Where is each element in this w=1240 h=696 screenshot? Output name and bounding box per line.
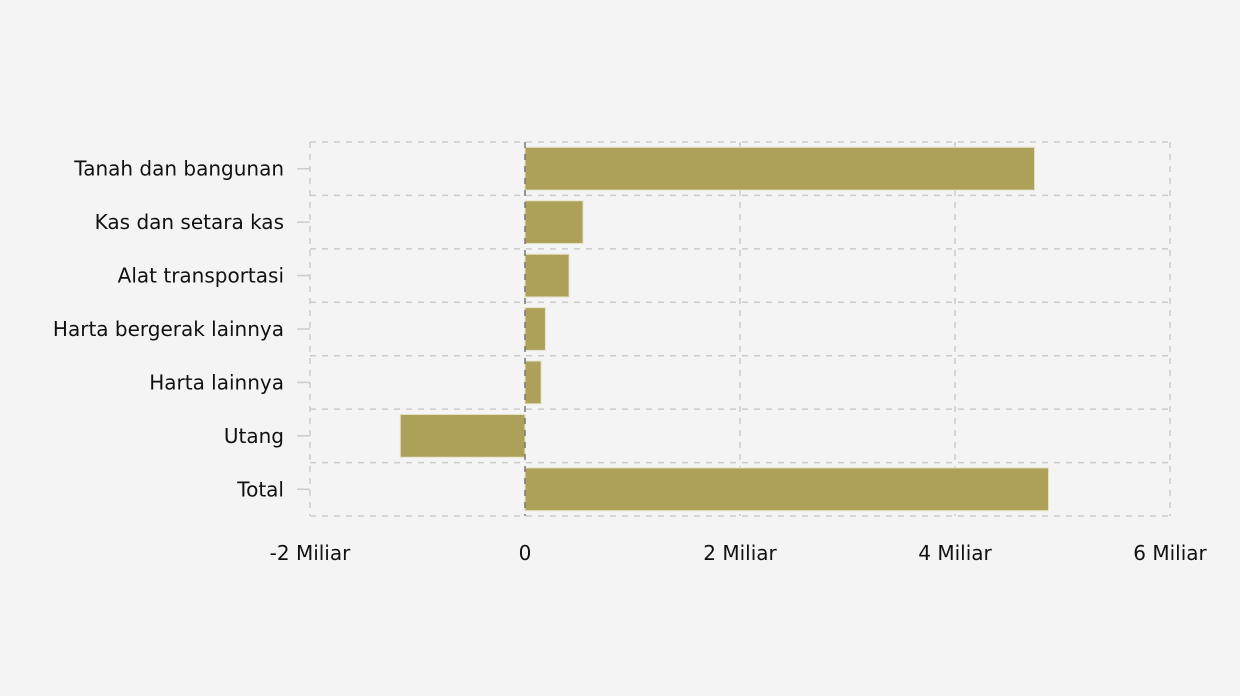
x-tick-label: 0 (519, 541, 532, 565)
category-label: Tanah dan bangunan (73, 157, 284, 181)
x-tick-label: 6 Miliar (1133, 541, 1207, 565)
bar-harta-lainnya (524, 360, 542, 405)
x-tick-label: 4 Miliar (918, 541, 992, 565)
bar-total (524, 467, 1050, 512)
bar-utang (399, 413, 526, 458)
bar-tanah-dan-bangunan (524, 146, 1036, 191)
category-labels: Tanah dan bangunan Kas dan setara kas Alat… (53, 157, 284, 502)
category-label: Kas dan setara kas (95, 210, 284, 234)
category-label: Harta bergerak lainnya (53, 317, 284, 341)
bar-alat-transportasi (524, 253, 570, 298)
bar-harta-bergerak-lainnya (524, 307, 546, 351)
bars (399, 142, 1050, 516)
x-tick-label: -2 Miliar (270, 541, 351, 565)
x-tick-labels: -2 Miliar 0 2 Miliar 4 Miliar 6 Miliar (270, 541, 1208, 565)
bar-kas-dan-setara-kas (524, 200, 584, 245)
grid (297, 141, 1171, 517)
category-label: Alat transportasi (118, 264, 284, 288)
category-label: Harta lainnya (149, 370, 284, 394)
category-label: Total (236, 477, 284, 501)
x-tick-label: 2 Miliar (703, 541, 777, 565)
category-label: Utang (224, 424, 284, 448)
